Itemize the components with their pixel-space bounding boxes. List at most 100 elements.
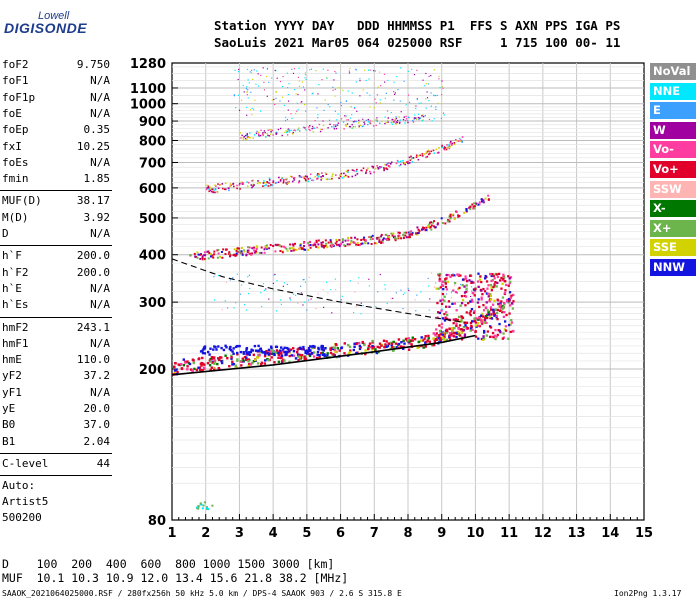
echo-dot — [435, 148, 438, 151]
echo-dot — [423, 227, 425, 229]
echo-dot — [512, 300, 515, 303]
echo-dot — [288, 354, 291, 358]
echo-dot — [376, 94, 378, 96]
echo-dot — [288, 131, 291, 133]
echo-dot — [407, 337, 410, 340]
echo-dot — [368, 285, 370, 287]
echo-dot — [278, 244, 281, 247]
echo-dot — [371, 238, 374, 240]
echo-dot — [226, 357, 229, 360]
echo-dot — [356, 168, 358, 171]
echo-dot — [214, 188, 217, 190]
echo-dot — [460, 295, 464, 298]
echo-dot — [376, 120, 378, 122]
echo-dot — [394, 119, 396, 122]
echo-dot — [403, 80, 405, 82]
echo-dot — [340, 299, 342, 301]
echo-dot — [246, 114, 248, 116]
echo-dot — [248, 246, 251, 249]
echo-dot — [250, 253, 253, 256]
echo-dot — [228, 251, 231, 254]
echo-dot — [349, 280, 351, 282]
echo-dot — [350, 117, 352, 119]
echo-dot — [302, 348, 305, 351]
param-row: fmin 1.85 — [2, 172, 110, 186]
echo-dot — [504, 289, 507, 292]
param-value: N/A — [90, 227, 110, 240]
echo-dot — [256, 356, 260, 359]
echo-dot — [341, 241, 344, 244]
echo-dot — [484, 306, 488, 309]
echo-dot — [236, 247, 239, 250]
echo-dot — [390, 344, 393, 347]
echo-dot — [318, 356, 321, 359]
echo-dot — [329, 240, 332, 243]
echo-dot — [358, 126, 360, 128]
echo-dot — [402, 293, 404, 296]
echo-dot — [474, 324, 478, 327]
y-tick-label: 200 — [139, 363, 166, 378]
echo-dot — [306, 180, 308, 182]
echo-dot — [469, 205, 472, 208]
echo-dot — [288, 100, 290, 102]
echo-dot — [461, 299, 465, 302]
echo-dot — [449, 215, 452, 218]
echo-dot — [238, 109, 241, 111]
echo-dot — [461, 316, 465, 319]
echo-dot — [512, 329, 515, 333]
echo-dot — [323, 354, 326, 357]
echo-dot — [461, 140, 463, 142]
echo-dot — [445, 277, 448, 280]
echo-dot — [281, 349, 284, 353]
echo-dot — [347, 169, 349, 172]
echo-dot — [387, 117, 389, 119]
echo-dot — [318, 173, 320, 176]
echo-dot — [353, 342, 356, 345]
echo-dot — [406, 120, 409, 122]
echo-dot — [421, 339, 425, 342]
echo-dot — [236, 351, 239, 355]
echo-dot — [374, 167, 377, 170]
echo-dot — [252, 179, 255, 182]
echo-dot — [331, 177, 333, 180]
echo-dot — [482, 287, 485, 291]
echo-dot — [278, 176, 280, 179]
echo-dot — [308, 276, 310, 278]
echo-dot — [496, 275, 500, 279]
echo-dot — [438, 324, 441, 327]
echo-dot — [277, 360, 281, 363]
echo-dot — [415, 310, 417, 312]
echo-dot — [285, 247, 288, 250]
echo-dot — [303, 278, 305, 281]
echo-dot — [475, 317, 478, 320]
echo-dot — [430, 228, 433, 231]
echo-dot — [247, 364, 250, 368]
echo-dot — [482, 315, 485, 318]
echo-dot — [418, 117, 421, 119]
echo-dot — [378, 71, 381, 73]
echo-dot — [257, 180, 259, 182]
echo-dot — [472, 281, 475, 284]
echo-dot — [261, 306, 263, 308]
echo-dot — [428, 285, 430, 287]
echo-dot — [447, 300, 451, 303]
echo-dot — [298, 347, 302, 350]
echo-dot — [210, 366, 213, 369]
echo-dot — [487, 284, 490, 287]
legend-item: SSE — [650, 239, 696, 257]
echo-dot — [438, 272, 442, 276]
echo-dot — [220, 251, 223, 253]
echo-dot — [288, 247, 291, 250]
echo-dot — [485, 313, 489, 317]
echo-dot — [421, 120, 423, 122]
echo-dot — [509, 323, 512, 326]
echo-dot — [356, 173, 359, 175]
echo-dot — [373, 171, 375, 174]
echo-dot — [213, 299, 216, 301]
echo-dot — [210, 255, 212, 258]
echo-dot — [287, 129, 289, 131]
echo-dot — [487, 313, 491, 316]
echo-dot — [299, 176, 302, 178]
echo-dot — [457, 315, 461, 318]
echo-dot — [333, 126, 335, 128]
